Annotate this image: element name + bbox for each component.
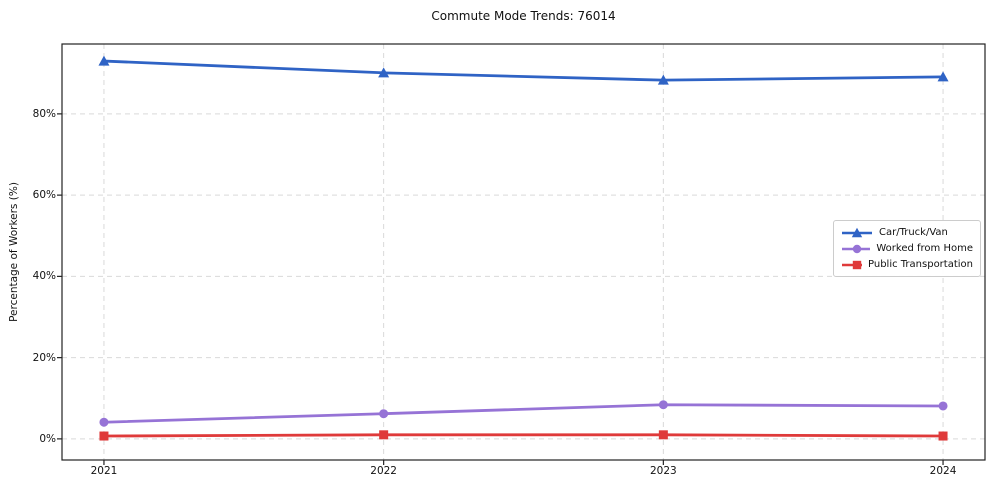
y-tick-label: 60% [32, 189, 56, 202]
plot-border [61, 43, 986, 461]
y-tick-label: 80% [32, 107, 56, 120]
x-tick-label: 2023 [649, 465, 677, 477]
x-tick-label: 2022 [370, 465, 397, 477]
chart-title: Commute Mode Trends: 76014 [431, 9, 616, 23]
series-car-truck-van [98, 55, 949, 85]
legend-label: Car/Truck/Van [879, 227, 948, 238]
legend: Car/Truck/Van Worked from Home Public Tr… [833, 220, 981, 277]
legend-item-worked-from-home: Worked from Home [841, 242, 973, 255]
x-tick-label: 2021 [90, 465, 118, 477]
tick-marks [57, 113, 944, 465]
x-tick-label: 2024 [929, 465, 957, 477]
legend-item-public-transportation: Public Transportation [841, 258, 973, 271]
line-circle-marker-icon [842, 244, 871, 253]
legend-label: Worked from Home [876, 243, 973, 254]
series-worked-from-home [99, 400, 948, 427]
y-tick-label: 40% [32, 270, 56, 283]
legend-item-car-truck-van: Car/Truck/Van [841, 226, 973, 239]
y-tick-label: 0% [39, 432, 56, 445]
line-triangle-marker-icon [842, 227, 872, 237]
gridlines [62, 44, 985, 460]
legend-label: Public Transportation [868, 259, 973, 270]
line-square-marker-icon [842, 260, 863, 269]
y-tick-label: 20% [32, 351, 56, 364]
series-public-transportation [99, 430, 948, 441]
